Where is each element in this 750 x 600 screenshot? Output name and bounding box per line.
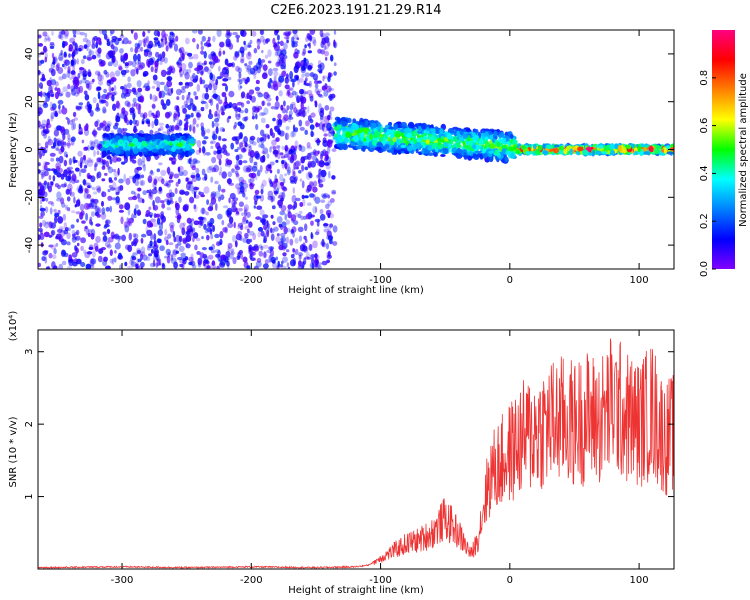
chart-title: C2E6.2023.191.21.29.R14 <box>270 3 441 18</box>
spectrogram-xtick-label: 0 <box>507 275 513 286</box>
spectrogram-ytick-label: 40 <box>24 48 35 61</box>
colorbar-tick-label: 0.0 <box>699 261 710 277</box>
snr-ylabel: SNR (10 * v/v) <box>8 416 19 487</box>
spectrogram-ytick-label: 0 <box>24 146 35 152</box>
spectrogram-ytick-label: -40 <box>24 237 35 253</box>
snr-xtick-label: -100 <box>369 575 392 586</box>
snr-panel: -300 -200 -100 0 100 1 2 3 Height of straight l… <box>8 311 675 596</box>
spectrogram-heatmap <box>38 30 674 269</box>
spectrogram-xtick-label: -200 <box>240 275 263 286</box>
colorbar-label: Normalized spectral amplitude <box>738 73 749 227</box>
snr-ytick-label: 3 <box>24 349 35 355</box>
colorbar-tick-label: 0.6 <box>699 118 710 134</box>
spectrogram-xtick-label: 100 <box>630 275 649 286</box>
snr-xtick-label: 0 <box>507 575 513 586</box>
spectrogram-xtick-label: -100 <box>369 275 392 286</box>
heatmap-region-1 <box>100 132 196 158</box>
spectrogram-xtick-label: -300 <box>111 275 134 286</box>
colorbar: 0.0 0.2 0.4 0.6 0.8 Normalized spectral ampl… <box>699 30 749 277</box>
snr-ticks: -300 -200 -100 0 100 1 2 3 <box>24 330 674 586</box>
heatmap-region-2 <box>332 116 519 164</box>
colorbar-gradient <box>712 30 735 269</box>
colorbar-ticks: 0.0 0.2 0.4 0.6 0.8 <box>699 70 716 277</box>
snr-ytick-label: 1 <box>24 493 35 499</box>
snr-xtick-label: -300 <box>111 575 134 586</box>
spectrogram-ytick-label: -20 <box>24 189 35 205</box>
snr-frame <box>37 329 675 570</box>
heatmap-region-0 <box>38 30 338 269</box>
snr-xtick-label: 100 <box>630 575 649 586</box>
snr-scale-label: (x10⁴) <box>8 311 19 342</box>
colorbar-tick-label: 0.2 <box>699 213 710 229</box>
spectrogram-ylabel: Frequency (Hz) <box>8 112 19 188</box>
colorbar-tick-label: 0.8 <box>699 70 710 86</box>
snr-ytick-label: 2 <box>24 421 35 427</box>
colorbar-tick-label: 0.4 <box>699 165 710 181</box>
snr-series-line <box>38 338 674 569</box>
snr-xlabel: Height of straight line (km) <box>288 585 424 596</box>
spectrogram-ytick-label: 20 <box>24 95 35 108</box>
snr-xtick-label: -200 <box>240 575 263 586</box>
heatmap-region-3 <box>513 142 674 157</box>
spectrogram-xlabel: Height of straight line (km) <box>288 285 424 296</box>
